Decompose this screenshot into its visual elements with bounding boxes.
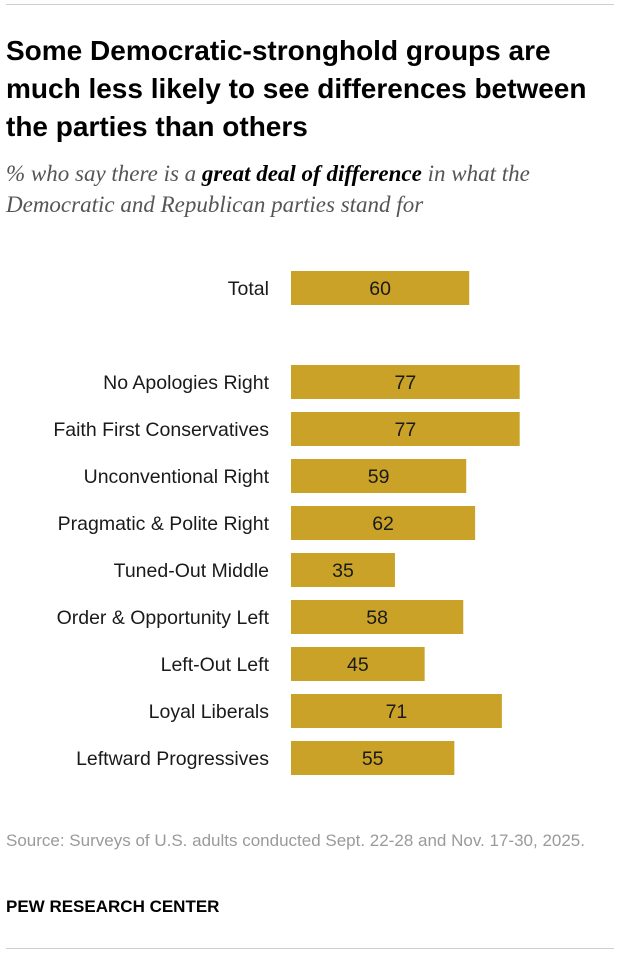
category-label-left-out-left: Left-Out Left [161, 654, 270, 676]
value-label-loyal-liberals: 71 [386, 701, 408, 723]
category-label-no-apologies-right: No Apologies Right [103, 372, 269, 394]
subtitle-lead: % who say there is a [6, 161, 202, 186]
bar-order-and-opportunity-left [291, 600, 464, 634]
bar-no-apologies-right [291, 365, 520, 399]
value-label-leftward-progressives: 55 [362, 748, 384, 770]
subtitle-tail: in what the Democratic and Republican pa… [6, 161, 530, 217]
category-label-tuned-out-middle: Tuned-Out Middle [114, 560, 269, 582]
value-label-order-and-opportunity-left: 58 [366, 607, 388, 629]
bar-unconventional-right [291, 459, 467, 493]
bar-faith-first-conservatives [291, 412, 520, 446]
bar-total [291, 271, 470, 305]
category-label-leftward-progressives: Leftward Progressives [76, 748, 269, 770]
value-label-faith-first-conservatives: 77 [394, 419, 416, 441]
value-label-unconventional-right: 59 [368, 466, 390, 488]
bar-chart: Total 60 No Apologies Right 77 Faith First C… [53, 271, 520, 775]
category-label-total: Total [228, 278, 269, 300]
organization-credit: PEW RESEARCH CENTER [6, 897, 220, 916]
value-label-tuned-out-middle: 35 [332, 560, 354, 582]
source-note: Source: Surveys of U.S. adults conducted… [6, 831, 585, 850]
value-label-pragmatic-and-polite-right: 62 [372, 513, 394, 535]
value-label-no-apologies-right: 77 [394, 372, 416, 394]
value-label-left-out-left: 45 [347, 654, 369, 676]
subtitle-emphasis: great deal of difference [201, 161, 422, 186]
chart-subtitle: % who say there is a great deal of diffe… [6, 158, 614, 220]
chart-title: Some Democratic-stronghold groups are mu… [6, 35, 587, 142]
bar-left-out-left [291, 647, 425, 681]
category-label-pragmatic-and-polite-right: Pragmatic & Polite Right [58, 513, 270, 535]
category-label-order-and-opportunity-left: Order & Opportunity Left [57, 607, 270, 629]
bottom-rule [6, 948, 614, 949]
bar-leftward-progressives [291, 741, 455, 775]
bar-tuned-out-middle [291, 553, 395, 587]
category-label-unconventional-right: Unconventional Right [84, 466, 270, 488]
value-label-total: 60 [369, 278, 391, 300]
bar-loyal-liberals [291, 694, 502, 728]
bar-pragmatic-and-polite-right [291, 506, 476, 540]
category-label-loyal-liberals: Loyal Liberals [149, 701, 270, 723]
category-label-faith-first-conservatives: Faith First Conservatives [53, 419, 269, 441]
top-rule [6, 4, 614, 5]
